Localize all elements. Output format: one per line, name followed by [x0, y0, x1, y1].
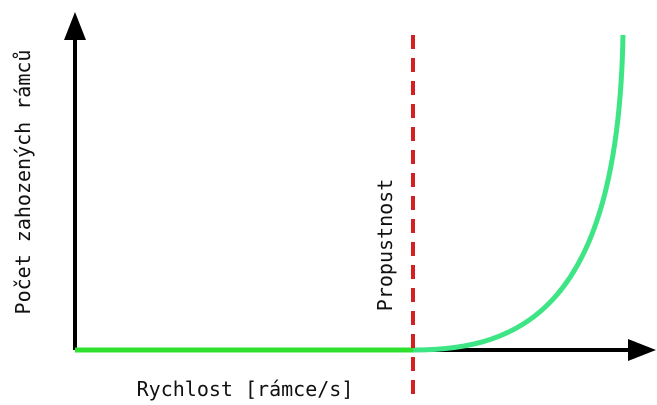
- rising-curve: [412, 34, 626, 353]
- throughput-label: Propustnost: [373, 179, 397, 311]
- x-axis-label: Rychlost [rámce/s]: [137, 377, 354, 401]
- y-axis-label: Počet zahozených rámců: [11, 50, 35, 315]
- x-axis-arrow: [628, 339, 656, 361]
- y-axis-arrow: [64, 12, 86, 40]
